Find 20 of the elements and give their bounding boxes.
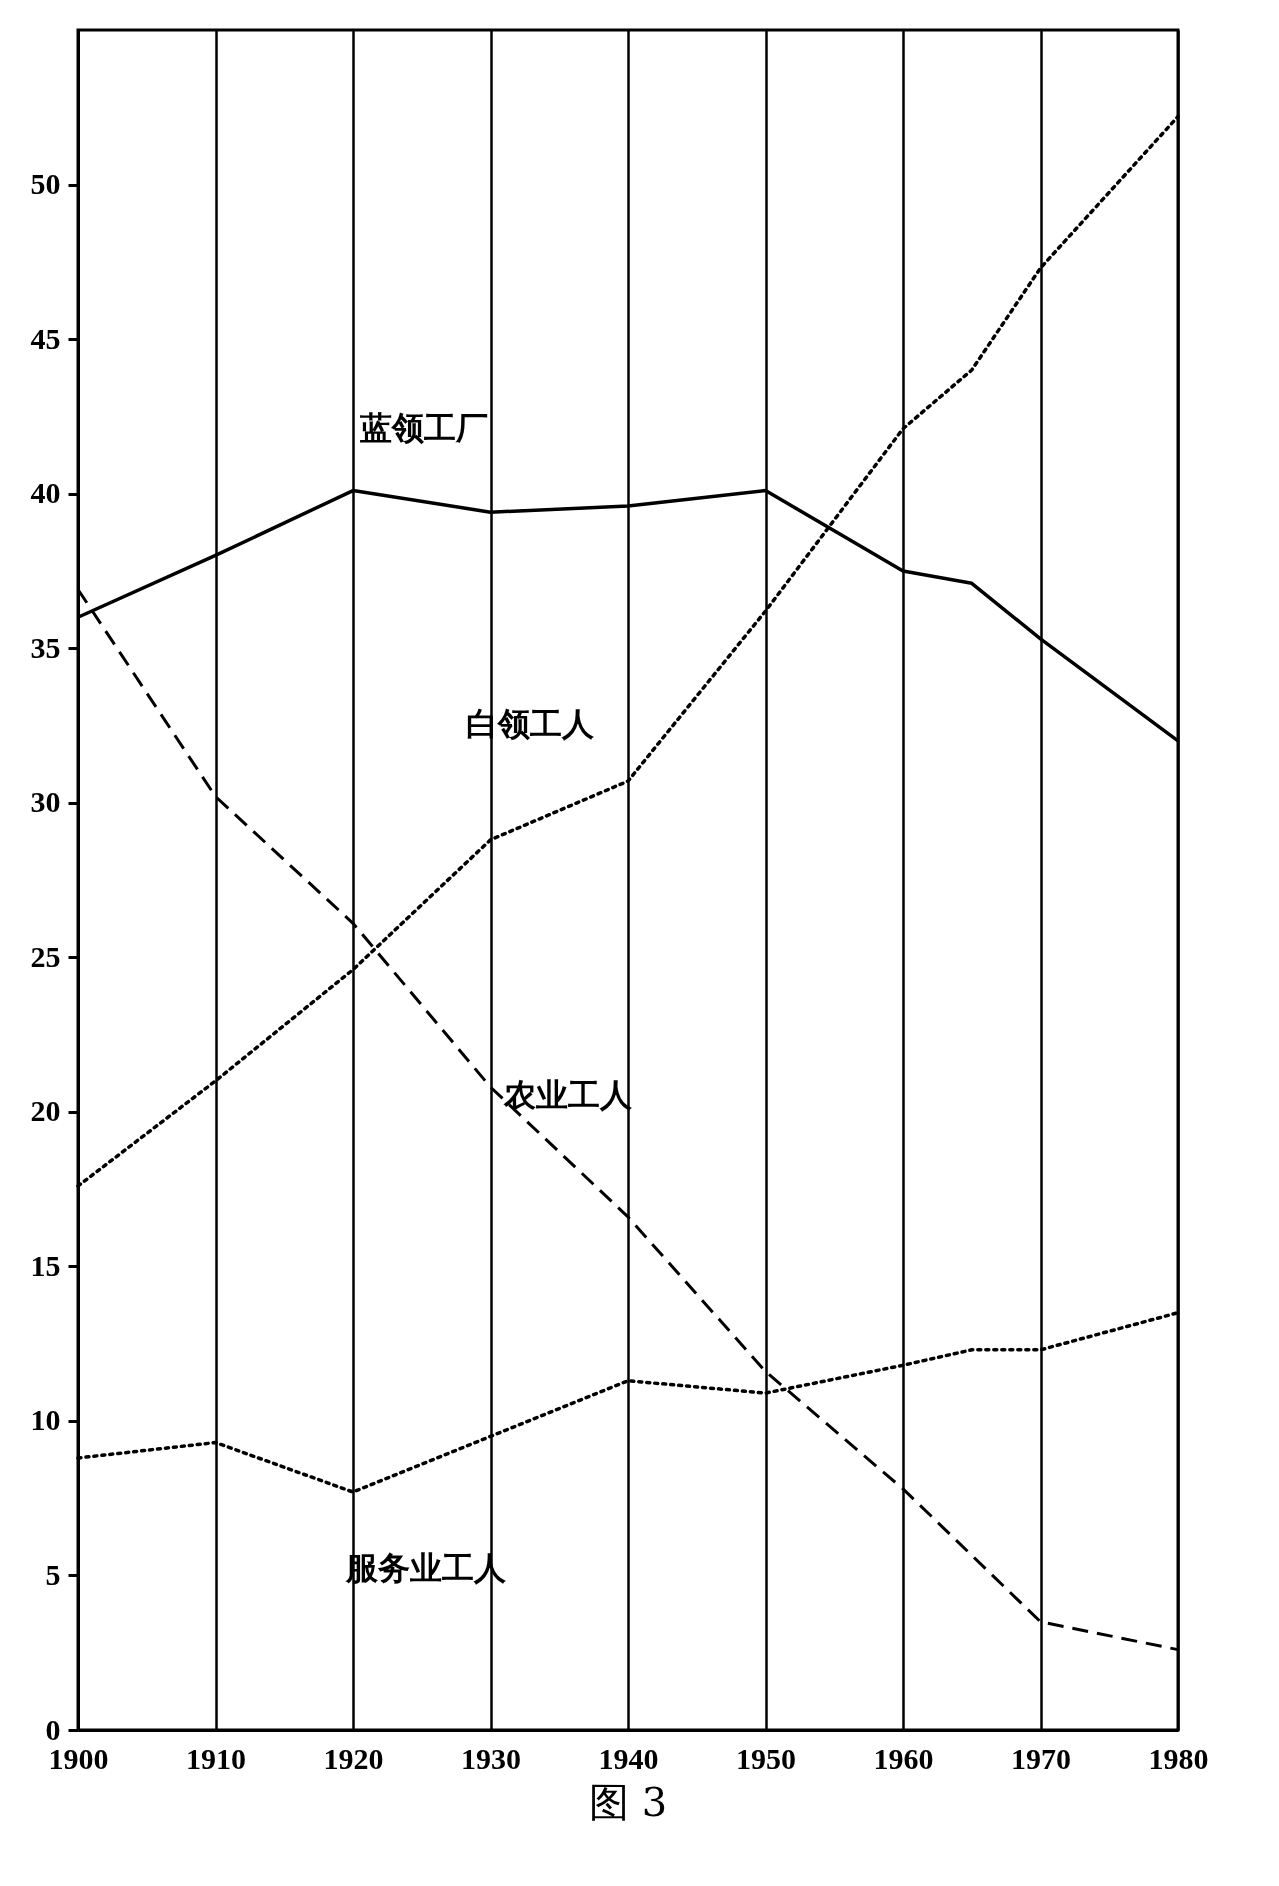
x-tick-label: 1920	[323, 1741, 384, 1775]
x-tick-label: 1980	[1148, 1741, 1209, 1775]
x-tick-label: 1950	[736, 1741, 796, 1775]
y-tick-label: 20	[30, 1094, 61, 1128]
y-tick-label: 50	[30, 167, 61, 201]
y-tick-label: 35	[30, 630, 61, 664]
y-tick-label: 15	[30, 1248, 61, 1282]
y-tick-label: 5	[45, 1557, 61, 1591]
x-tick-label: 1940	[598, 1741, 659, 1775]
x-tick-label: 1970	[1011, 1741, 1071, 1775]
y-tick-label: 40	[30, 476, 61, 510]
y-tick-label: 25	[30, 939, 61, 973]
x-tick-label: 1960	[873, 1741, 934, 1775]
y-tick-label: 10	[30, 1403, 61, 1437]
x-tick-label: 1910	[186, 1741, 246, 1775]
x-tick-label: 1930	[461, 1741, 521, 1775]
series-label: 蓝领工厂	[359, 408, 488, 447]
caption: 图 3	[588, 1779, 668, 1825]
y-tick-label: 45	[30, 321, 61, 355]
y-tick-label: 30	[30, 785, 61, 819]
